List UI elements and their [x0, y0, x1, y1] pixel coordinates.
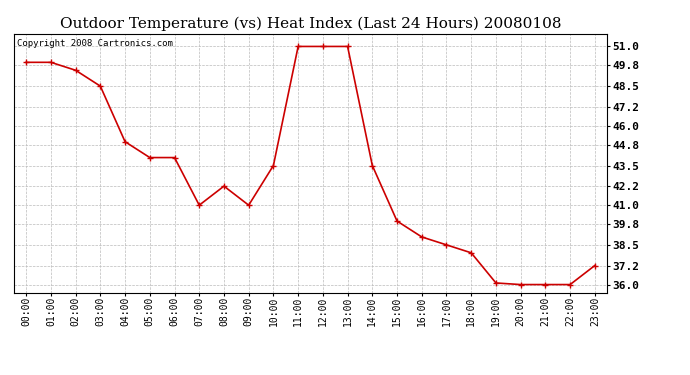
Title: Outdoor Temperature (vs) Heat Index (Last 24 Hours) 20080108: Outdoor Temperature (vs) Heat Index (Las…: [60, 17, 561, 31]
Text: Copyright 2008 Cartronics.com: Copyright 2008 Cartronics.com: [17, 39, 172, 48]
